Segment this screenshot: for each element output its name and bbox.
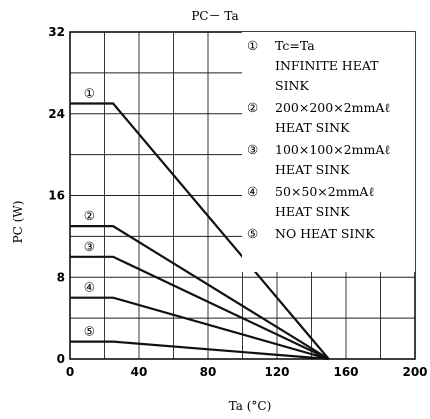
series-marker-5: ⑤	[84, 324, 95, 339]
x-tick-label: 0	[66, 365, 74, 379]
y-tick-label: 16	[48, 189, 65, 203]
y-tick-label: 8	[57, 270, 65, 284]
legend-text-2: HEAT SINK	[275, 120, 350, 135]
legend-text-3: HEAT SINK	[275, 162, 350, 177]
legend-marker-3: ③	[247, 142, 258, 157]
y-tick-label: 24	[48, 107, 65, 121]
legend-marker-5: ⑤	[247, 226, 258, 241]
series-marker-3: ③	[84, 239, 95, 254]
x-ticks: 0 40 80 120 160 200	[66, 365, 428, 379]
legend-text-5: NO HEAT SINK	[275, 226, 375, 241]
series-lines	[70, 102, 330, 361]
legend-text-4: 50×50×2mmAℓ	[275, 184, 374, 199]
legend-text-3: 100×100×2mmAℓ	[275, 142, 390, 157]
legend-text-1: SINK	[275, 78, 309, 93]
chart-title: PC－ Ta	[191, 9, 238, 23]
x-tick-label: 80	[200, 365, 217, 379]
series-markers: ① ② ③ ④ ⑤	[84, 86, 95, 339]
legend-marker-4: ④	[247, 184, 258, 199]
x-tick-label: 120	[264, 365, 289, 379]
legend: ① Tc=Ta INFINITE HEAT SINK ② 200×200×2mmAℓ HEA…	[247, 38, 390, 241]
x-axis-label: Ta (°C)	[229, 399, 272, 413]
x-tick-label: 200	[402, 365, 427, 379]
series-line-2	[70, 225, 330, 360]
series-line-3	[70, 255, 330, 360]
legend-marker-2: ②	[247, 100, 258, 115]
series-line-4	[70, 296, 330, 361]
legend-text-2: 200×200×2mmAℓ	[275, 100, 390, 115]
legend-marker-1: ①	[247, 38, 258, 53]
legend-box	[242, 32, 415, 272]
x-tick-label: 160	[333, 365, 358, 379]
legend-text-4: HEAT SINK	[275, 204, 350, 219]
y-tick-label: 32	[48, 25, 65, 39]
series-marker-2: ②	[84, 208, 95, 223]
legend-text-1: Tc=Ta	[275, 38, 315, 53]
series-line-1	[70, 102, 330, 360]
y-ticks: 0 8 16 24 32	[48, 25, 65, 366]
legend-text-1: INFINITE HEAT	[275, 58, 379, 73]
series-marker-1: ①	[84, 86, 95, 101]
y-axis-label: PC (W)	[11, 201, 25, 244]
series-marker-4: ④	[84, 280, 95, 295]
x-tick-label: 40	[131, 365, 148, 379]
y-tick-label: 0	[57, 352, 65, 366]
series-line-5	[70, 340, 329, 361]
